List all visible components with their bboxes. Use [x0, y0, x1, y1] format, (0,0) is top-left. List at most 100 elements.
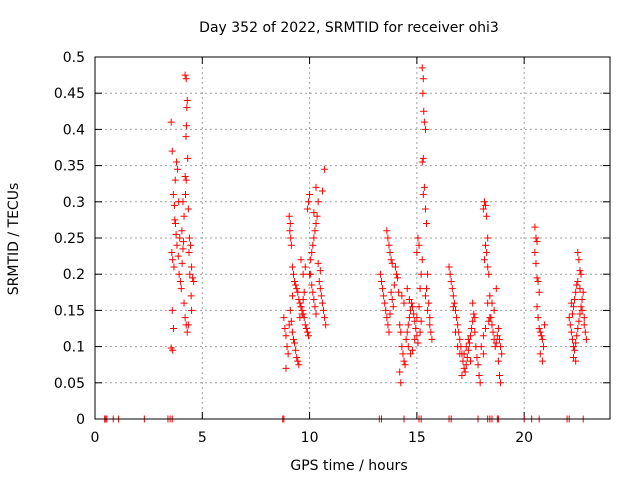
data-point — [170, 263, 178, 271]
data-point — [398, 343, 406, 351]
data-point — [298, 306, 306, 314]
data-point — [570, 303, 578, 311]
y-tick-label: 0.05 — [54, 376, 85, 392]
data-point — [403, 328, 411, 336]
data-point — [456, 335, 464, 343]
data-point — [286, 306, 294, 314]
data-point — [168, 306, 176, 314]
data-point — [573, 281, 581, 289]
axis-ticks: 0 0.05 0.1 0.15 0.2 0.25 0.3 0.35 0.4 0.45 0.5 0 5 10… — [54, 50, 610, 446]
data-point — [376, 270, 384, 278]
data-point — [310, 234, 318, 242]
data-point — [419, 154, 427, 162]
data-point — [391, 263, 399, 271]
data-point — [461, 368, 469, 376]
data-point — [314, 259, 322, 267]
data-point — [312, 220, 320, 228]
data-point — [421, 205, 429, 213]
y-tick-label: 0 — [76, 412, 85, 428]
data-point — [449, 303, 457, 311]
data-point — [179, 198, 187, 206]
data-point — [449, 292, 457, 300]
data-point — [406, 306, 414, 314]
data-point — [488, 321, 496, 329]
y-axis-label: SRMTID / TECUs — [6, 183, 22, 296]
y-tick-label: 0.3 — [63, 195, 85, 211]
data-point — [531, 248, 539, 256]
y-tick-label: 0.35 — [54, 159, 85, 175]
data-point — [536, 328, 544, 336]
data-point — [415, 241, 423, 249]
data-point — [452, 328, 459, 336]
data-point — [415, 303, 423, 311]
data-point — [190, 277, 198, 285]
data-point — [469, 317, 477, 325]
x-tick-label: 15 — [408, 430, 426, 446]
data-points — [101, 64, 590, 423]
data-point — [397, 379, 405, 387]
data-point — [183, 104, 191, 112]
data-point — [398, 292, 406, 300]
y-tick-label: 0.45 — [54, 86, 85, 102]
data-point — [582, 335, 590, 343]
data-point — [574, 325, 582, 332]
data-point — [476, 379, 484, 387]
data-point — [403, 285, 411, 293]
data-point — [480, 198, 488, 206]
data-point — [577, 270, 585, 278]
data-point — [421, 292, 429, 300]
data-point — [421, 125, 429, 133]
data-point — [309, 288, 317, 296]
data-point — [469, 299, 477, 307]
data-point — [539, 343, 547, 351]
data-point — [389, 303, 397, 311]
data-point — [400, 357, 408, 365]
data-point — [184, 154, 192, 162]
data-point — [287, 317, 295, 325]
data-point — [385, 328, 393, 336]
data-point — [405, 314, 413, 322]
data-point — [188, 306, 196, 314]
data-point — [535, 325, 543, 332]
data-point — [390, 281, 398, 289]
data-point — [494, 357, 502, 365]
data-point — [534, 277, 542, 285]
y-tick-label: 0.5 — [63, 50, 85, 66]
data-point — [397, 328, 405, 336]
data-point — [168, 248, 176, 256]
data-point — [386, 248, 394, 256]
data-point — [182, 176, 190, 184]
data-point — [387, 288, 395, 296]
data-point — [485, 317, 493, 325]
data-point — [182, 75, 190, 83]
data-point — [283, 343, 291, 351]
data-point — [445, 263, 453, 271]
data-point — [287, 241, 295, 249]
data-point — [382, 306, 390, 314]
data-point — [284, 350, 292, 358]
data-point — [574, 277, 582, 285]
data-point — [300, 288, 308, 296]
data-point — [578, 296, 586, 304]
data-point — [411, 317, 419, 325]
data-point — [301, 263, 309, 271]
data-point — [377, 277, 385, 285]
data-point — [535, 288, 543, 296]
data-point — [381, 299, 389, 307]
data-point — [308, 281, 316, 289]
data-point — [458, 372, 466, 380]
chart-title: Day 352 of 2022, SRMTID for receiver ohi… — [199, 20, 499, 36]
data-point — [483, 212, 491, 220]
data-point — [175, 270, 183, 278]
data-point — [497, 343, 505, 351]
x-tick-label: 10 — [301, 430, 319, 446]
data-point — [572, 339, 580, 347]
data-point — [576, 285, 584, 293]
data-point — [446, 270, 454, 278]
data-point — [315, 277, 323, 285]
data-point — [479, 350, 487, 358]
data-point — [177, 285, 185, 293]
data-point — [498, 350, 506, 358]
data-point — [567, 328, 575, 336]
data-point — [309, 241, 317, 249]
